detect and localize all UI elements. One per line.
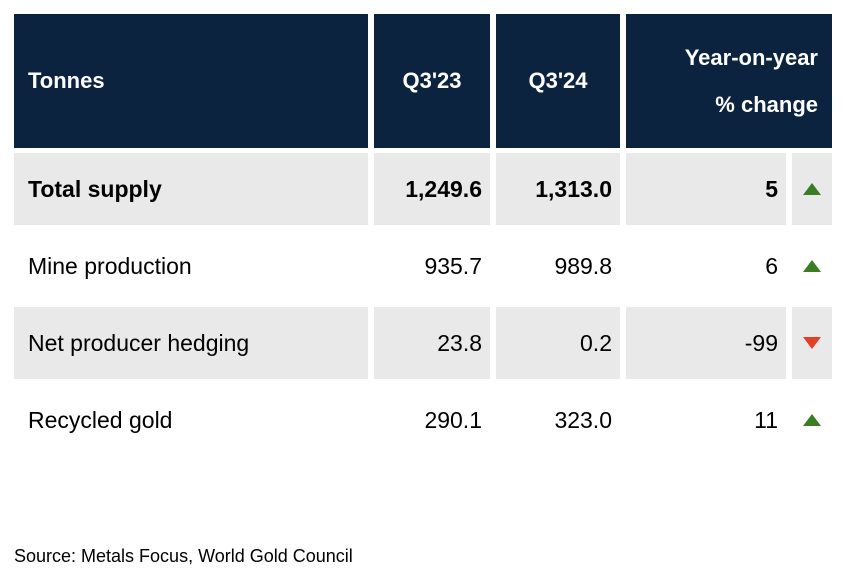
row-label: Total supply (14, 153, 368, 225)
cell-pct-change: -99 (626, 307, 786, 379)
cell-q3-23: 1,249.6 (374, 153, 490, 225)
cell-q3-23: 935.7 (374, 230, 490, 302)
header-yoy-line2: % change (715, 92, 818, 117)
cell-pct-change: 11 (626, 384, 786, 456)
header-q3-23: Q3'23 (374, 14, 490, 148)
cell-q3-24: 989.8 (496, 230, 620, 302)
up-arrow-icon (803, 183, 821, 195)
row-label: Recycled gold (14, 384, 368, 456)
cell-pct-change: 5 (626, 153, 786, 225)
cell-q3-24: 323.0 (496, 384, 620, 456)
header-tonnes: Tonnes (14, 14, 368, 148)
header-yoy-line1: Year-on-year (684, 44, 818, 70)
cell-q3-24: 1,313.0 (496, 153, 620, 225)
down-arrow-icon (803, 337, 821, 349)
source-note: Source: Metals Focus, World Gold Council (14, 546, 353, 566)
change-arrow-cell (792, 153, 832, 225)
header-q3-24: Q3'24 (496, 14, 620, 148)
supply-table: Tonnes Q3'23 Q3'24 Year-on-year % change… (14, 14, 832, 456)
cell-q3-24: 0.2 (496, 307, 620, 379)
change-arrow-cell (792, 230, 832, 302)
cell-q3-23: 23.8 (374, 307, 490, 379)
cell-q3-23: 290.1 (374, 384, 490, 456)
header-yoy-change: Year-on-year % change (626, 14, 832, 148)
row-label: Mine production (14, 230, 368, 302)
up-arrow-icon (803, 414, 821, 426)
change-arrow-cell (792, 307, 832, 379)
up-arrow-icon (803, 260, 821, 272)
supply-table-container: Tonnes Q3'23 Q3'24 Year-on-year % change… (14, 14, 832, 566)
row-label: Net producer hedging (14, 307, 368, 379)
cell-pct-change: 6 (626, 230, 786, 302)
change-arrow-cell (792, 384, 832, 456)
